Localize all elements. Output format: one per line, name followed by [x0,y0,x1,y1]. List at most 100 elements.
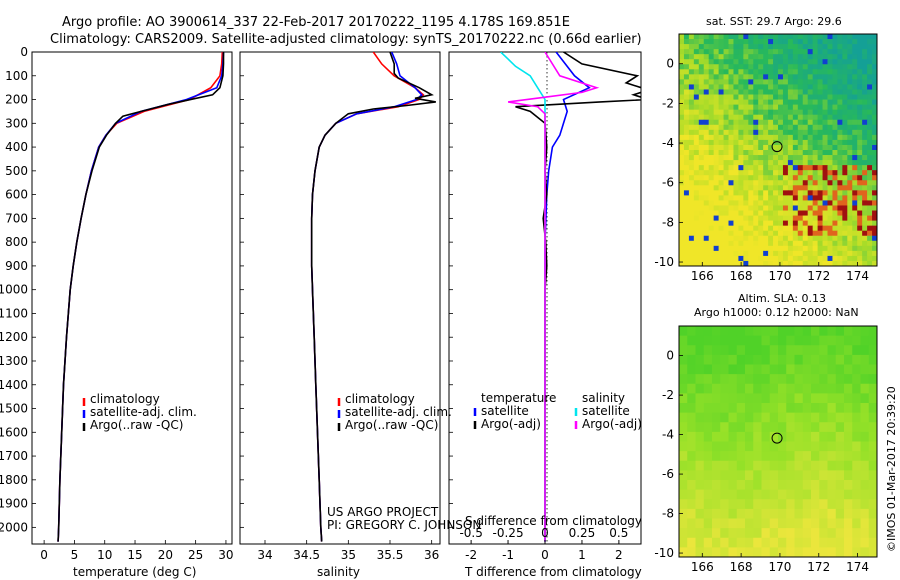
heat-cell [773,54,779,60]
heat-cell [844,383,853,394]
heat-cell [693,109,700,116]
map-x-tick-label: 172 [807,560,830,574]
heat-cell [733,39,739,45]
heat-cell [758,200,764,206]
heat-cell [792,74,799,80]
heat-cell [728,165,734,171]
depth-tick-label: 1000 [0,283,28,297]
heat-cell [713,54,719,60]
heat-cell [852,84,858,90]
heat-cell [867,59,873,65]
heat-cell [811,537,820,548]
heat-cell [832,195,838,201]
heat-cell [698,79,705,85]
heat-cell [748,200,754,206]
heat-cell [723,220,729,227]
heat-cell [844,537,853,548]
heat-cell [753,441,762,452]
heat-cell [862,79,868,85]
heat-cell [787,205,794,211]
heat-cell [758,139,764,146]
heat-cell [723,230,729,237]
heat-cell [782,49,789,55]
heat-cell [763,49,769,55]
heat-cell [872,195,878,201]
heat-cell [807,99,814,106]
heat-cell [723,175,729,181]
heat-cell [708,99,715,106]
heat-cell [679,99,685,106]
heat-cell [698,84,705,90]
heat-cell [797,195,804,201]
heat-cell [802,250,809,257]
heat-cell [822,240,828,247]
heat-cell [763,59,769,65]
heat-cell [868,441,878,452]
heat-cell [827,160,833,166]
heat-cell [867,200,873,206]
heat-cell [693,150,700,156]
heat-cell [743,129,749,136]
heat-cell [792,139,799,146]
heat-cell [723,180,729,186]
heat-cell [718,129,724,136]
heat-cell [812,69,818,75]
heat-cell [745,431,754,442]
heat-cell [794,335,804,346]
heat-cell [852,235,858,242]
heat-cell [802,441,812,452]
heat-cell [802,144,809,151]
heat-cell [733,74,739,80]
heat-cell [703,480,713,491]
heat-cell [862,129,868,136]
heat-cell [713,74,719,80]
heat-cell [844,393,853,404]
heat-cell [695,537,705,548]
heat-cell [822,104,828,111]
heat-cell [857,260,863,267]
heat-cell [802,44,809,50]
heat-cell [748,220,754,227]
heat-cell [837,44,843,50]
heat-cell [852,185,858,191]
heat-cell [827,64,833,70]
heat-cell [748,84,754,90]
heat-cell [736,537,746,548]
heat-cell [778,260,784,267]
heat-cell [688,129,695,136]
heat-cell [867,39,873,45]
heat-cell [738,240,744,247]
heat-cell [822,235,828,242]
heat-cell [703,250,710,257]
heat-cell [768,170,774,176]
heat-cell [852,240,858,247]
heat-cell [787,160,794,166]
heat-cell [708,220,715,227]
heat-cell [758,104,764,111]
heat-cell [862,195,868,201]
heat-cell [802,175,809,181]
heat-cell [773,190,779,196]
heat-cell [738,134,744,141]
heat-cell [787,250,794,257]
heat-cell [773,99,779,106]
heat-cell [679,64,685,70]
heat-cell [807,44,814,50]
heat-cell [738,230,744,237]
heat-cell [807,195,814,201]
heat-cell [787,49,794,55]
heat-cell [773,255,779,262]
heat-cell [768,54,774,60]
heat-cell [782,94,789,100]
heat-cell [728,170,734,176]
depth-tick-label: 900 [5,259,28,273]
heat-cell [713,84,719,90]
heat-cell [786,499,795,510]
heat-cell [827,200,833,206]
heat-cell [703,470,713,481]
map-y-tick-label: -2 [662,388,674,402]
heat-cell [693,260,700,267]
heat-cell [778,180,784,186]
heat-cell [802,393,812,404]
heat-cell [758,185,764,191]
